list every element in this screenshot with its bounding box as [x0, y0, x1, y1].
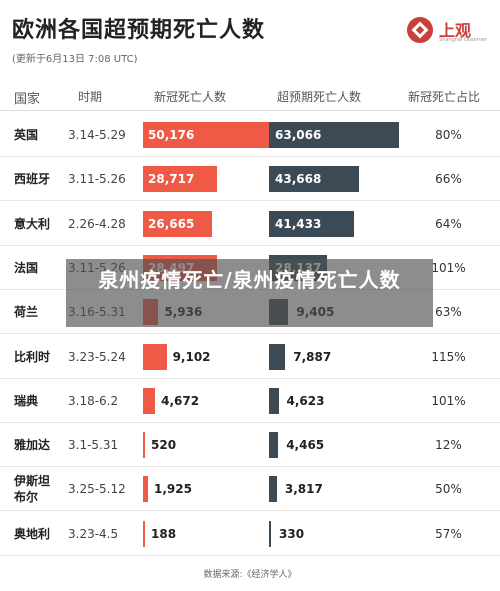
table-row: 意大利 2.26-4.28 26,665 41,433 64%	[0, 202, 500, 246]
covid-deaths-value: 26,665	[148, 216, 195, 231]
excess-deaths-bar	[269, 476, 277, 503]
header-ratio: 新冠死亡占比	[408, 90, 481, 104]
covid-deaths-bar	[143, 476, 148, 503]
row-divider	[0, 421, 500, 423]
excess-deaths-value: 330	[279, 526, 305, 541]
ratio-value: 12%	[435, 438, 462, 453]
excess-deaths-bar	[269, 122, 399, 148]
data-source: 数据来源:《经济学人》	[203, 570, 297, 580]
overlay-text: 泉州疫情死亡/泉州疫情死亡人数	[98, 268, 401, 292]
table-header: 国家 时期 新冠死亡人数 超预期死亡人数 新冠死亡占比	[0, 84, 500, 108]
covid-deaths-bar	[143, 343, 167, 370]
excess-deaths-bar	[269, 387, 279, 414]
country-label: 英国	[14, 128, 39, 142]
covid-deaths-value: 28,717	[148, 172, 195, 187]
period-label: 3.11-5.26	[68, 172, 126, 187]
watermark-overlay: 泉州疫情死亡/泉州疫情死亡人数	[66, 259, 433, 327]
ratio-value: 101%	[431, 260, 466, 275]
table-row: 西班牙 3.11-5.26 28,717 43,668 66%	[0, 157, 500, 202]
excess-deaths-bar	[269, 432, 279, 459]
period-label: 2.26-4.28	[68, 216, 126, 231]
excess-deaths-bar	[269, 343, 286, 370]
period-label: 3.18-6.2	[68, 393, 119, 408]
excess-deaths-value: 63,066	[275, 128, 322, 142]
logo-name: 上观	[439, 21, 472, 40]
ratio-value: 66%	[435, 172, 462, 187]
ratio-value: 80%	[435, 128, 462, 142]
table-row: 比利时 3.23-5.24 9,102 7,887 115%	[0, 335, 500, 379]
chart-title: 欧洲各国超预期死亡人数	[12, 18, 266, 43]
country-label: 法国	[14, 260, 39, 275]
period-label: 3.25-5.12	[68, 482, 126, 497]
row-divider	[0, 554, 500, 556]
excess-deaths-value: 4,465	[286, 438, 325, 453]
shanghai-observer-logo: 上观 Shanghai Observer	[406, 16, 487, 50]
period-label: 3.1-5.31	[68, 438, 119, 453]
period-label: 3.14-5.29	[68, 128, 126, 142]
period-label: 3.23-5.24	[68, 349, 126, 364]
ratio-value: 115%	[431, 349, 466, 364]
table-row: 瑞典 3.18-6.2 4,672 4,623 101%	[0, 379, 500, 423]
chart-subtitle: (更新于6月13日 7:08 UTC)	[12, 54, 138, 65]
row-divider	[0, 333, 500, 335]
row-divider	[0, 510, 500, 512]
period-label: 3.23-4.5	[68, 526, 119, 541]
covid-deaths-bar	[143, 210, 213, 237]
table-row: 英国 3.14-5.29 50,176 63,066 80%	[0, 113, 500, 157]
row-divider	[0, 466, 500, 468]
table-row: 伊斯坦布尔 3.25-5.12 1,925 3,817 50%	[0, 467, 500, 512]
country-label: 雅加达	[14, 438, 51, 453]
ratio-value: 63%	[435, 305, 462, 320]
covid-deaths-value: 4,672	[161, 393, 200, 408]
logo-mark-icon	[407, 17, 433, 43]
covid-deaths-bar	[143, 122, 273, 148]
covid-deaths-value: 520	[151, 438, 177, 453]
country-label: 瑞典	[14, 393, 39, 408]
covid-deaths-value: 188	[151, 526, 177, 541]
excess-deaths-bar	[269, 166, 359, 193]
header-excess-deaths: 超预期死亡人数	[277, 90, 362, 104]
covid-deaths-value: 1,925	[153, 482, 192, 497]
ratio-value: 57%	[435, 526, 462, 541]
header-covid-deaths: 新冠死亡人数	[154, 90, 227, 104]
covid-deaths-bar	[143, 387, 156, 414]
excess-deaths-value: 7,887	[293, 349, 332, 364]
header-period: 时期	[78, 90, 103, 104]
excess-deaths-value: 3,817	[284, 482, 323, 497]
country-label: 比利时	[14, 349, 51, 364]
excess-deaths-bar	[269, 520, 271, 547]
header-divider	[0, 110, 500, 111]
excess-deaths-bar	[269, 210, 355, 237]
country-label: 奥地利	[14, 526, 51, 541]
excess-deaths-value: 43,668	[275, 172, 322, 187]
row-divider	[0, 156, 500, 157]
covid-deaths-bar	[143, 166, 218, 193]
ratio-value: 64%	[435, 216, 462, 231]
excess-deaths-value: 4,623	[286, 393, 325, 408]
country-label: 意大利	[14, 216, 51, 231]
covid-deaths-bar	[143, 432, 145, 459]
ratio-value: 50%	[435, 482, 462, 497]
row-divider	[0, 200, 500, 202]
country-label: 西班牙	[14, 172, 51, 187]
country-label: 荷兰	[14, 305, 39, 320]
country-label: 伊斯坦布尔	[14, 474, 51, 505]
logo-subtitle: Shanghai Observer	[439, 37, 487, 43]
covid-deaths-value: 9,102	[172, 349, 211, 364]
table-row: 雅加达 3.1-5.31 520 4,465 12%	[0, 423, 500, 468]
covid-deaths-bar	[143, 520, 145, 547]
ratio-value: 101%	[431, 393, 466, 408]
table-row: 奥地利 3.23-4.5 188 330 57%	[0, 512, 500, 556]
row-divider	[0, 377, 500, 379]
excess-deaths-value: 41,433	[275, 216, 322, 231]
header-country: 国家	[14, 92, 41, 107]
covid-deaths-value: 50,176	[148, 128, 195, 142]
row-divider	[0, 244, 500, 246]
